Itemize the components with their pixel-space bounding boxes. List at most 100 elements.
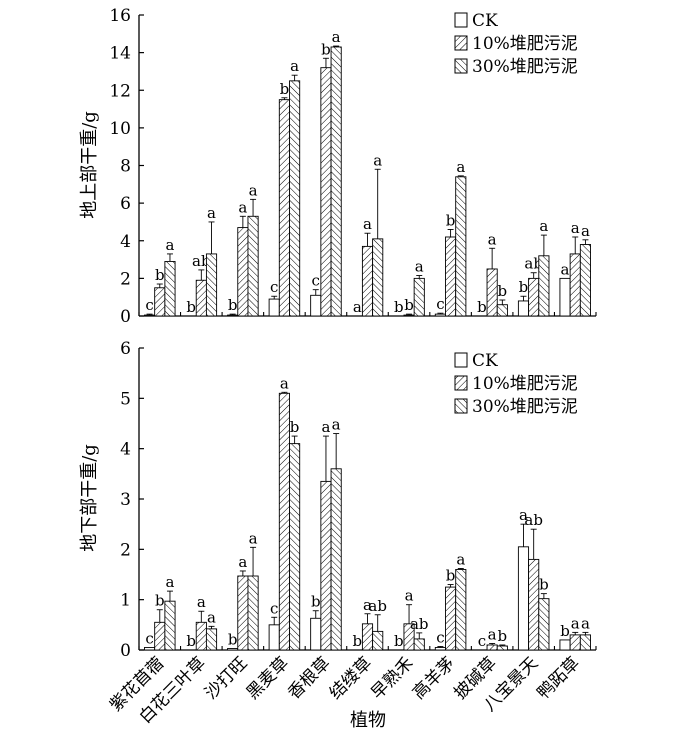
- bar-30pct: [413, 638, 425, 651]
- bar-30pct: [579, 244, 591, 317]
- y-tick-label: 0: [120, 307, 131, 327]
- legend-swatch-10pct: [454, 375, 468, 391]
- bar-10pct: [237, 575, 249, 651]
- bar-ck: [434, 313, 446, 317]
- bar-30pct: [372, 238, 384, 317]
- significance-letter: b: [321, 40, 331, 58]
- significance-letter: a: [456, 550, 465, 568]
- y-tick-label: 16: [109, 6, 131, 26]
- significance-letter: a: [280, 374, 289, 392]
- y-tick-label: 2: [120, 269, 131, 289]
- x-tick-label: 鸭跖草: [534, 653, 584, 703]
- significance-letter: a: [456, 158, 465, 176]
- significance-letter: c: [436, 295, 444, 313]
- bar-ck: [559, 639, 571, 651]
- significance-letter: ab: [192, 252, 211, 270]
- bar-10pct: [154, 621, 166, 651]
- bar-10pct: [278, 392, 290, 651]
- legend-swatch-30pct: [454, 58, 468, 74]
- significance-letter: b: [560, 622, 570, 640]
- significance-letter: a: [197, 593, 206, 611]
- significance-letter: a: [207, 608, 216, 626]
- bar-30pct: [496, 304, 508, 317]
- significance-letter: b: [186, 632, 196, 650]
- bar-10pct: [569, 253, 581, 317]
- significance-letter: b: [498, 282, 508, 300]
- y-axis-label-above-ground: 地上部干重/g: [79, 111, 100, 219]
- bar-ck: [517, 546, 530, 651]
- bar-30pct: [330, 468, 342, 651]
- y-tick-label: 6: [120, 194, 131, 214]
- y-tick-label: 4: [120, 232, 131, 252]
- significance-letter: a: [353, 298, 362, 316]
- legend-label-30pct: 30%堆肥污泥: [472, 397, 578, 417]
- bar-30pct: [164, 260, 176, 317]
- significance-letter: c: [270, 278, 278, 296]
- legend-swatch-30pct: [454, 398, 468, 414]
- y-tick-label: 4: [120, 440, 131, 460]
- significance-letter: b: [228, 630, 238, 648]
- y-tick-label: 12: [109, 81, 131, 101]
- significance-letter: b: [228, 296, 238, 314]
- significance-letter: a: [249, 181, 258, 199]
- significance-letter: a: [488, 625, 497, 643]
- significance-letter: c: [312, 272, 320, 290]
- significance-letter: a: [207, 204, 216, 222]
- significance-letter: ab: [368, 597, 387, 615]
- x-tick-label: 香根草: [284, 653, 334, 703]
- y-tick-label: 10: [109, 119, 131, 139]
- significance-letter: c: [436, 628, 444, 646]
- significance-letter: b: [311, 593, 321, 611]
- significance-letter: b: [446, 211, 456, 229]
- bar-30pct: [496, 645, 508, 651]
- bar-ck: [227, 314, 239, 317]
- y-tick-label: 8: [120, 157, 131, 177]
- bar-10pct: [320, 67, 332, 317]
- significance-letter: c: [270, 599, 278, 617]
- significance-letter: b: [519, 278, 529, 296]
- significance-letter: a: [373, 151, 382, 169]
- x-tick-label: 结缕草: [326, 653, 376, 703]
- bar-30pct: [205, 253, 218, 317]
- significance-letter: b: [404, 296, 414, 314]
- significance-letter: a: [571, 219, 580, 237]
- bar-ck: [434, 647, 446, 651]
- significance-letter: a: [165, 236, 174, 254]
- legend-swatch-10pct: [454, 35, 468, 51]
- significance-letter: b: [498, 627, 508, 645]
- significance-letter: b: [352, 632, 362, 650]
- significance-letter: a: [405, 587, 414, 605]
- x-tick-label: 高羊茅: [409, 653, 459, 703]
- bar-30pct: [289, 80, 301, 317]
- significance-letter: b: [155, 266, 165, 284]
- bar-10pct: [195, 621, 207, 651]
- significance-letter: a: [238, 553, 247, 571]
- significance-letter: a: [581, 222, 590, 240]
- significance-letter: a: [571, 614, 580, 632]
- legend-label-ck: CK: [472, 11, 498, 31]
- y-tick-label: 14: [109, 44, 131, 64]
- significance-letter: a: [332, 28, 341, 46]
- bar-30pct: [372, 630, 384, 651]
- significance-letter: b: [446, 567, 456, 585]
- bar-10pct: [445, 586, 457, 651]
- y-tick-label: 0: [120, 641, 131, 661]
- significance-letter: a: [415, 258, 424, 276]
- significance-letter: c: [145, 296, 153, 314]
- significance-letter: a: [238, 198, 247, 216]
- significance-letter: c: [145, 629, 153, 647]
- y-tick-label: 1: [120, 591, 131, 611]
- significance-letter: a: [519, 506, 528, 524]
- bar-ck: [144, 314, 156, 317]
- legend-label-10pct: 10%堆肥污泥: [472, 374, 578, 394]
- bar-30pct: [538, 255, 550, 317]
- bar-30pct: [455, 569, 467, 651]
- bar-ck: [310, 294, 322, 317]
- bar-30pct: [247, 215, 259, 317]
- significance-letter: b: [155, 592, 165, 610]
- significance-letter: ab: [410, 615, 429, 633]
- legend-label-ck: CK: [472, 351, 498, 371]
- bar-ck: [310, 617, 322, 651]
